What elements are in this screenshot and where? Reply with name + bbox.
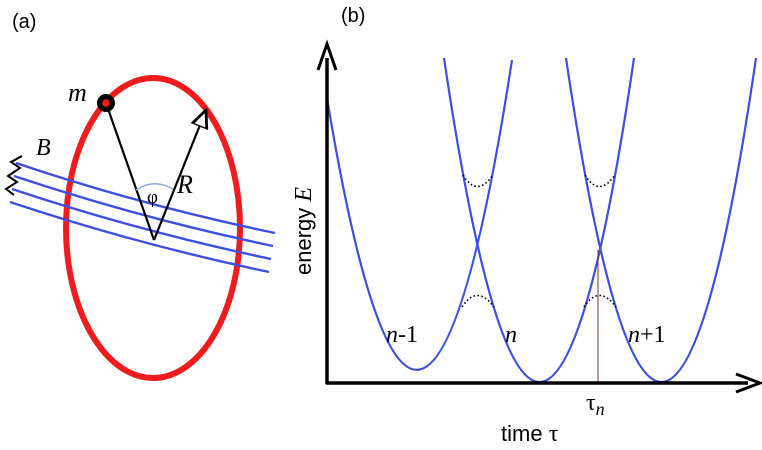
panel-a-label: (a) — [12, 11, 36, 33]
x-axis-arrowhead — [735, 372, 762, 394]
field-source-zigzag — [4, 155, 23, 196]
curve-n — [442, 57, 636, 383]
y-axis-label: energy E — [291, 187, 317, 275]
x-axis-label: time τ — [501, 421, 559, 447]
curve-label-n-minus-1: n-1 — [386, 322, 418, 348]
mass-center — [102, 99, 110, 107]
curve-label-n-plus-1: n+1 — [628, 322, 666, 348]
curve-label-n: n — [505, 322, 517, 348]
magnetic-field-lines — [9, 161, 276, 274]
curve-n-minus-1 — [325, 59, 514, 371]
radius-arrow — [152, 110, 206, 241]
tau-n-label: τn — [586, 390, 605, 419]
angle-arc — [135, 183, 174, 191]
panel-b: (b) energy E time τ τn n-1 n n+1 — [291, 5, 762, 447]
radius-label: R — [176, 170, 193, 199]
field-label: B — [36, 135, 51, 161]
avoided-crossings — [461, 174, 617, 308]
ring — [63, 75, 243, 381]
angle-label: φ — [147, 187, 158, 208]
y-axis-arrowhead — [316, 39, 338, 71]
pendulum-rod — [104, 102, 156, 241]
panel-b-label: (b) — [341, 5, 365, 27]
mass-label: m — [68, 78, 87, 107]
panel-a: (a) m B φ R — [4, 11, 276, 381]
